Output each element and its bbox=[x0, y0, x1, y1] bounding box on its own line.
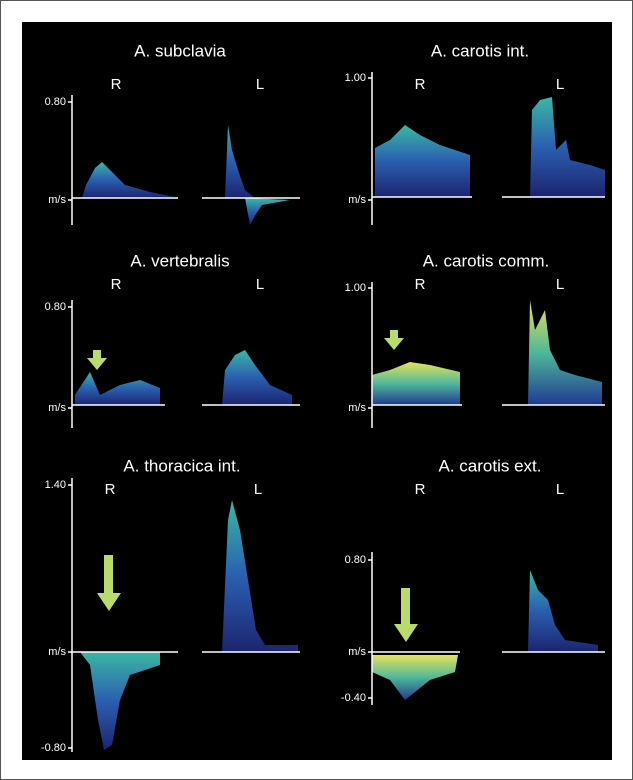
side-label: R bbox=[111, 76, 122, 93]
side-label: L bbox=[556, 76, 564, 93]
axis-label: 1.00 bbox=[345, 282, 366, 294]
side-label: L bbox=[556, 481, 564, 498]
panel-title: A. carotis ext. bbox=[439, 456, 542, 475]
axis-label: 0.80 bbox=[345, 554, 366, 566]
panel-title: A. carotis comm. bbox=[423, 251, 550, 270]
panel-title: A. subclavia bbox=[134, 41, 226, 60]
panel-title: A. vertebralis bbox=[130, 251, 229, 270]
side-label: L bbox=[256, 76, 264, 93]
axis-label: 0.80 bbox=[45, 96, 66, 108]
axis-label: m/s bbox=[348, 402, 366, 414]
arrows bbox=[87, 330, 418, 642]
side-label: L bbox=[556, 276, 564, 293]
waveforms bbox=[75, 97, 605, 750]
axis-label: m/s bbox=[348, 194, 366, 206]
axis-label: -0.40 bbox=[341, 692, 366, 704]
axis-label: 1.40 bbox=[45, 479, 66, 491]
side-label: L bbox=[256, 276, 264, 293]
axis-label: m/s bbox=[48, 194, 66, 206]
side-label: R bbox=[415, 276, 426, 293]
panel-title: A. carotis int. bbox=[431, 41, 529, 60]
axis-label: m/s bbox=[48, 646, 66, 658]
axis-label: m/s bbox=[48, 402, 66, 414]
axis-label: m/s bbox=[348, 646, 366, 658]
side-label: R bbox=[111, 276, 122, 293]
axis-label: 0.80 bbox=[45, 301, 66, 313]
axis-label: 1.00 bbox=[345, 72, 366, 84]
side-label: R bbox=[415, 76, 426, 93]
side-label: L bbox=[254, 481, 262, 498]
side-label: R bbox=[105, 481, 116, 498]
panel-title: A. thoracica int. bbox=[123, 456, 240, 475]
side-label: R bbox=[415, 481, 426, 498]
axis-label: -0.80 bbox=[41, 742, 66, 754]
